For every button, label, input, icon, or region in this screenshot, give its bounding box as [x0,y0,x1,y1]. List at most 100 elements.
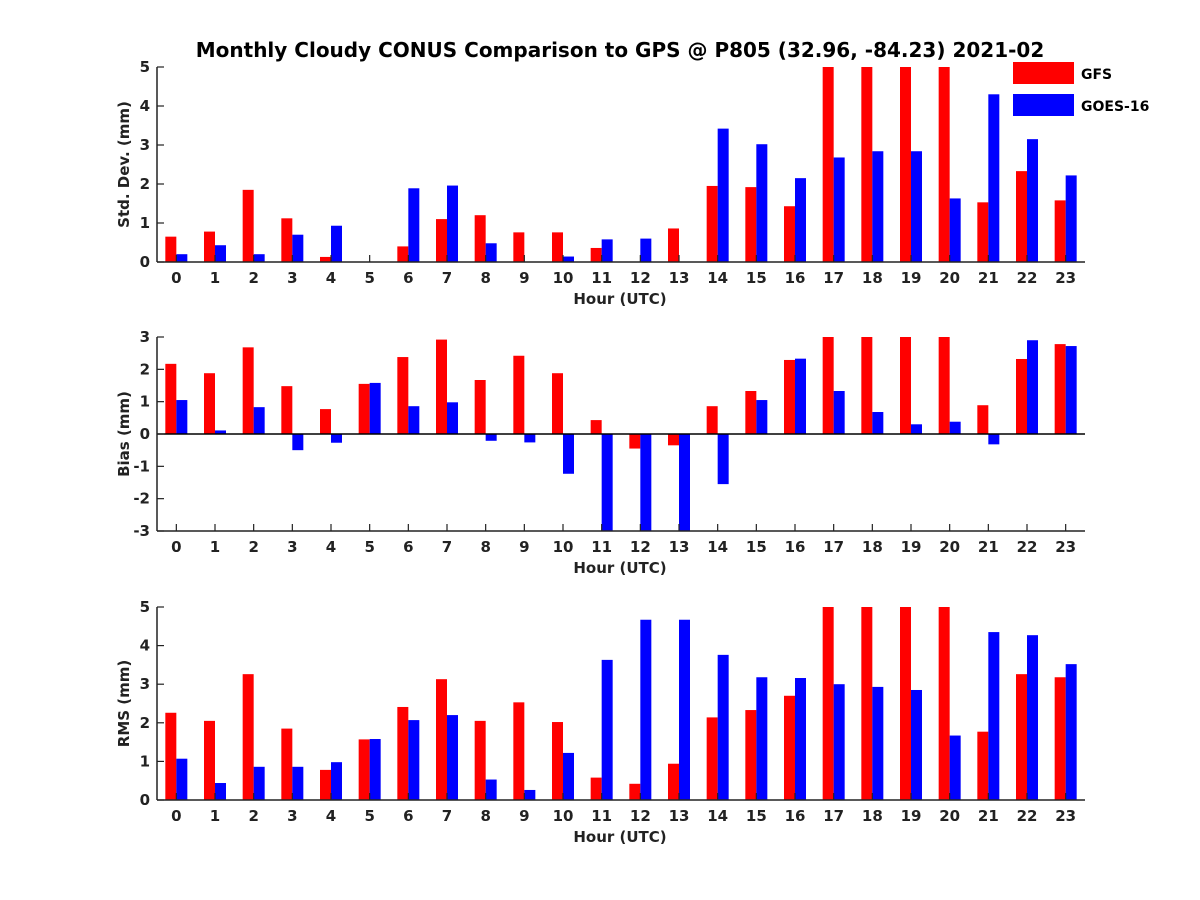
bias-bar-gfs-5 [358,383,370,434]
rms-bar-goes-16-12 [640,619,652,800]
std-dev-bar-gfs-1 [204,231,215,262]
std-dev-bar-goes-16-19 [911,151,922,262]
bias-xtick-label: 20 [939,538,960,556]
rms-xtick-label: 13 [669,807,690,825]
std-dev-xtick-label: 5 [364,269,374,287]
bias-xtick-label: 11 [591,538,612,556]
legend-swatch-goes-16 [1013,94,1074,116]
std-dev-x-axis-label: Hour (UTC) [573,290,666,308]
std-dev-xtick-label: 7 [442,269,452,287]
std-dev-bar-goes-16-4 [331,225,342,262]
bias-bar-goes-16-6 [408,406,420,434]
rms-bar-goes-16-0 [176,758,188,800]
bias-x-axis-label: Hour (UTC) [573,559,666,577]
rms-ytick-label: 0 [140,791,150,809]
bias-bar-gfs-18 [861,337,873,434]
std-dev-bar-gfs-2 [242,189,254,262]
rms-bar-goes-16-10 [563,752,574,800]
std-dev-bar-goes-16-7 [447,185,458,262]
bias-xtick-label: 23 [1055,538,1076,556]
bias-bar-gfs-22 [1016,358,1027,434]
bias-bar-goes-16-15 [756,400,768,434]
std-dev-xtick-label: 4 [326,269,336,287]
rms-xtick-label: 15 [746,807,767,825]
rms-bar-gfs-3 [281,728,293,800]
std-dev-bar-gfs-16 [784,206,795,262]
std-dev-xtick-label: 8 [480,269,490,287]
bias-bar-goes-16-9 [524,434,536,443]
bias-bar-gfs-10 [552,373,563,434]
std-dev-ytick-label: 5 [140,58,150,76]
std-dev-bar-gfs-8 [474,215,486,262]
rms-xtick-label: 19 [901,807,922,825]
bias-xtick-label: 4 [326,538,336,556]
rms-bar-goes-16-17 [833,684,845,800]
std-dev-bar-gfs-6 [397,246,409,262]
bias-y-axis-label: Bias (mm) [115,391,133,477]
std-dev-bar-gfs-0 [165,236,177,262]
bias-xtick-label: 21 [978,538,999,556]
std-dev-y-axis-label: Std. Dev. (mm) [115,101,133,228]
std-dev-bar-gfs-11 [590,247,602,262]
rms-bar-gfs-15 [745,710,757,800]
bias-xtick-label: 1 [210,538,220,556]
bias-bar-goes-16-8 [485,434,497,441]
std-dev-xtick-label: 2 [248,269,258,287]
rms-xtick-label: 8 [480,807,490,825]
rms-bar-gfs-18 [861,607,873,800]
bias-bar-goes-16-11 [601,434,613,531]
std-dev-xtick-label: 10 [553,269,574,287]
std-dev-bar-goes-16-20 [949,198,961,262]
rms-bar-gfs-14 [706,717,718,800]
rms-xtick-label: 0 [171,807,181,825]
std-dev-xtick-label: 11 [591,269,612,287]
rms-bar-gfs-13 [668,763,679,800]
bias-xtick-label: 15 [746,538,767,556]
bias-bar-gfs-4 [320,409,331,434]
bias-xtick-label: 16 [785,538,806,556]
bias-bar-gfs-0 [165,363,177,434]
bias-bar-goes-16-21 [988,434,1000,445]
bias-bar-goes-16-5 [369,382,381,434]
rms-bar-gfs-9 [513,702,525,800]
bias-bar-gfs-17 [822,337,834,434]
std-dev-bar-goes-16-21 [988,94,1000,262]
rms-ytick-label: 4 [140,637,150,655]
rms-xtick-label: 9 [519,807,529,825]
bias-bar-gfs-14 [706,406,718,434]
bias-bar-gfs-2 [242,347,254,434]
rms-xtick-label: 22 [1017,807,1038,825]
std-dev-xtick-label: 12 [630,269,651,287]
legend-label-gfs: GFS [1081,67,1112,83]
bias-xtick-label: 5 [364,538,374,556]
bias-xtick-label: 13 [669,538,690,556]
rms-ytick-label: 3 [140,675,150,693]
rms-bar-gfs-22 [1016,674,1027,800]
std-dev-xtick-label: 22 [1017,269,1038,287]
std-dev-bar-goes-16-1 [215,245,226,262]
rms-bar-goes-16-16 [795,678,806,800]
legend-swatch-gfs [1013,62,1074,84]
bias-bar-goes-16-1 [215,430,226,434]
bias-bar-goes-16-3 [292,434,304,451]
rms-xtick-label: 11 [591,807,612,825]
rms-xtick-label: 6 [403,807,413,825]
std-dev-xtick-label: 3 [287,269,297,287]
std-dev-bar-goes-16-14 [717,128,729,262]
bias-bar-gfs-11 [590,420,602,434]
std-dev-bar-gfs-21 [977,202,989,262]
std-dev-bar-goes-16-12 [640,238,652,262]
rms-xtick-label: 5 [364,807,374,825]
rms-xtick-label: 12 [630,807,651,825]
rms-ytick-label: 2 [140,714,150,732]
std-dev-xtick-label: 16 [785,269,806,287]
rms-bar-goes-16-7 [447,715,458,800]
rms-bar-gfs-20 [938,607,950,800]
std-dev-xtick-label: 14 [707,269,728,287]
bias-ytick-label: -3 [133,522,150,540]
rms-bar-goes-16-9 [524,789,536,800]
bias-ytick-label: 1 [140,393,150,411]
rms-bar-goes-16-20 [949,735,961,800]
std-dev-bar-goes-16-11 [601,239,613,262]
